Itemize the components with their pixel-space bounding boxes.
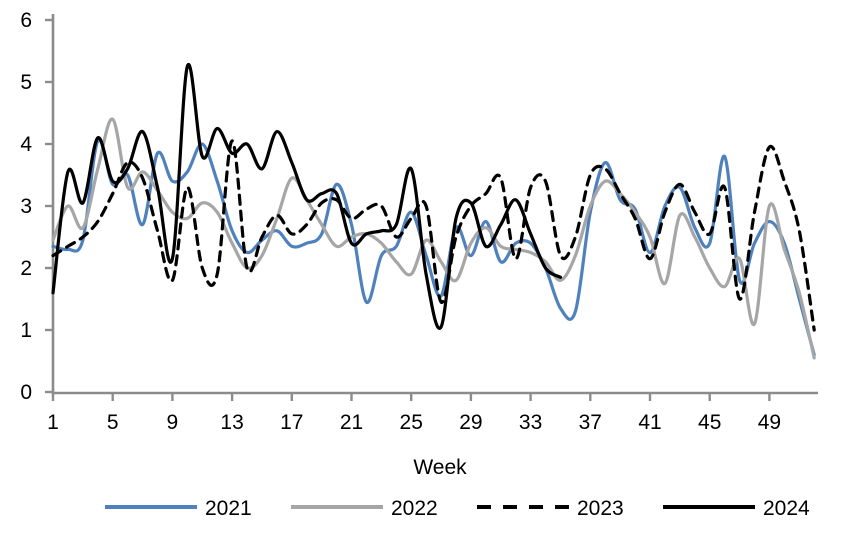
legend-label: 2022 xyxy=(391,497,438,520)
legend: 2021 2022 2023 2024 xyxy=(105,497,810,520)
y-tick-label: 4 xyxy=(20,133,32,156)
x-tick-label: 29 xyxy=(459,411,482,434)
x-tick-label: 25 xyxy=(400,411,423,434)
x-tick-label: 13 xyxy=(220,411,243,434)
x-tick-label: 41 xyxy=(638,411,661,434)
y-tick-label: 1 xyxy=(20,319,32,342)
axes xyxy=(45,14,818,401)
y-tick-labels: 0 1 2 3 4 5 6 xyxy=(20,9,32,404)
legend-label: 2024 xyxy=(763,497,810,520)
y-tick-label: 5 xyxy=(20,71,32,94)
x-axis-title: Week xyxy=(413,456,467,479)
x-tick-label: 17 xyxy=(280,411,303,434)
x-tick-label: 49 xyxy=(758,411,781,434)
legend-label: 2021 xyxy=(205,497,252,520)
x-tick-label: 37 xyxy=(579,411,602,434)
x-tick-label: 9 xyxy=(167,411,179,434)
series-lines xyxy=(51,62,816,360)
legend-item-2023: 2023 xyxy=(477,497,624,520)
y-tick-label: 0 xyxy=(20,381,32,404)
x-tick-label: 5 xyxy=(107,411,119,434)
series-line-2024 xyxy=(51,62,563,331)
legend-item-2022: 2022 xyxy=(291,497,438,520)
x-tick-label: 21 xyxy=(340,411,363,434)
y-tick-label: 6 xyxy=(20,9,32,32)
x-tick-label: 1 xyxy=(47,411,59,434)
y-tick-label: 2 xyxy=(20,257,32,280)
legend-label: 2023 xyxy=(577,497,624,520)
y-tick-label: 3 xyxy=(20,195,32,218)
x-tick-label: 45 xyxy=(698,411,721,434)
series-line-2023 xyxy=(51,139,816,332)
legend-item-2021: 2021 xyxy=(105,497,252,520)
x-tick-labels: 1 5 9 13 17 21 25 29 33 37 41 45 49 xyxy=(47,411,781,434)
x-tick-label: 33 xyxy=(519,411,542,434)
legend-item-2024: 2024 xyxy=(663,497,810,520)
